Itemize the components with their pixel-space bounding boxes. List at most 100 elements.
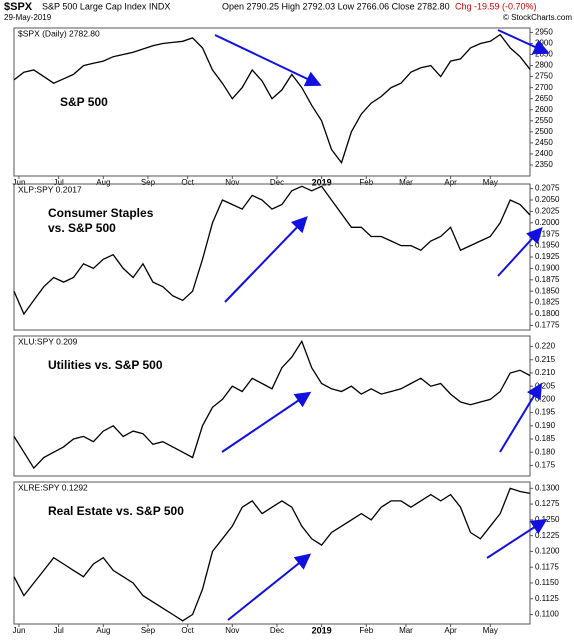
x-tick-label: Mar	[399, 178, 413, 187]
y-tick-label: 0.1125	[535, 594, 559, 603]
arrow	[224, 216, 308, 303]
arrow	[486, 518, 548, 559]
y-tick-label: 0.1825	[535, 298, 560, 307]
y-tick-label: 0.1300	[535, 483, 560, 492]
y-tick-label: 0.180	[535, 447, 556, 456]
x-tick-label: Oct	[181, 626, 194, 635]
x-tick-label: Aug	[96, 178, 110, 187]
y-tick-label: 0.210	[535, 368, 556, 377]
y-tick-label: 2700	[535, 83, 553, 92]
x-tick-label: Feb	[359, 178, 373, 187]
y-tick-label: 0.1275	[535, 499, 560, 508]
x-tick-label: May	[483, 626, 498, 635]
y-tick-label: 2500	[535, 127, 553, 136]
date: 29-May-2019	[4, 13, 52, 22]
ohlc: Open 2790.25 High 2792.03 Low 2766.06 Cl…	[222, 1, 450, 11]
x-tick-label: Apr	[444, 178, 457, 187]
y-tick-label: 0.2050	[535, 195, 560, 204]
change: Chg -19.59 (-0.70%)	[455, 1, 537, 11]
x-tick-label: Mar	[399, 626, 413, 635]
arrows	[214, 29, 550, 621]
symbol: $SPX	[4, 1, 33, 13]
x-tick-label: Jul	[54, 178, 64, 187]
x-tick-label: Dec	[270, 626, 284, 635]
y-tick-label: 0.175	[535, 461, 556, 470]
x-tick-label: Aug	[96, 626, 110, 635]
arrow	[214, 34, 322, 87]
y-tick-label: 0.205	[535, 381, 556, 390]
y-tick-label: 2600	[535, 105, 553, 114]
y-tick-label: 0.1200	[535, 547, 560, 556]
panel-legend: XLP:SPY 0.2017	[18, 184, 82, 194]
y-tick-label: 0.2075	[535, 184, 560, 193]
panel-legend: XLU:SPY 0.209	[18, 336, 78, 346]
y-tick-label: 0.1225	[535, 531, 560, 540]
x-tick-label: Jul	[54, 626, 64, 635]
panel-annotation: Consumer Staples	[48, 206, 154, 220]
y-tick-label: 2900	[535, 39, 553, 48]
y-tick-label: 0.1775	[535, 321, 560, 330]
x-tick-label: Oct	[181, 178, 194, 187]
y-tick-label: 0.190	[535, 421, 556, 430]
y-tick-label: 0.1100	[535, 610, 559, 619]
x-tick-label: Apr	[444, 626, 457, 635]
x-tick-label: Dec	[270, 178, 284, 187]
y-tick-label: 0.1925	[535, 252, 560, 261]
y-tick-label: 0.200	[535, 395, 556, 404]
panel-annotation: Real Estate vs. S&P 500	[48, 504, 184, 518]
series-line	[13, 33, 531, 165]
y-tick-label: 0.1950	[535, 241, 560, 250]
panel-legend: XLRE:SPY 0.1292	[18, 482, 88, 492]
y-tick-label: 0.1975	[535, 229, 560, 238]
index-name: S&P 500 Large Cap Index INDX	[42, 1, 170, 11]
panel-frame	[13, 335, 531, 477]
arrow	[227, 553, 312, 621]
series-line	[13, 487, 531, 622]
y-tick-label: 2800	[535, 61, 553, 70]
x-tick-label: Nov	[225, 626, 239, 635]
panel-frame	[13, 27, 531, 177]
y-tick-label: 2750	[535, 72, 553, 81]
x-tick-label: 2019	[312, 177, 332, 187]
y-tick-label: 2450	[535, 138, 553, 147]
y-tick-label: 0.215	[535, 355, 556, 364]
x-tick-label: 2019	[312, 625, 332, 635]
source: © StockCharts.com	[503, 13, 572, 22]
y-tick-label: 0.1900	[535, 264, 560, 273]
y-tick-label: 0.195	[535, 408, 556, 417]
arrow	[221, 391, 312, 453]
series-line	[13, 185, 531, 316]
arrow	[497, 227, 543, 277]
x-tick-label: Jun	[13, 626, 26, 635]
y-tick-label: 2650	[535, 94, 553, 103]
y-tick-label: 0.2025	[535, 206, 560, 215]
panel-annotation: Utilities vs. S&P 500	[48, 358, 163, 372]
y-tick-label: 2950	[535, 28, 553, 37]
y-tick-label: 0.1875	[535, 275, 560, 284]
y-tick-label: 0.1250	[535, 515, 560, 524]
y-tick-label: 0.1150	[535, 578, 559, 587]
x-tick-label: Nov	[225, 178, 239, 187]
y-tick-label: 0.220	[535, 342, 556, 351]
panel-legend: $SPX (Daily) 2782.80	[18, 28, 100, 38]
y-tick-label: 0.2000	[535, 218, 560, 227]
y-tick-label: 2400	[535, 149, 553, 158]
y-tick-label: 2550	[535, 116, 553, 125]
x-tick-label: Feb	[359, 626, 373, 635]
y-tick-label: 0.185	[535, 434, 556, 443]
arrow	[497, 29, 550, 55]
y-tick-label: 0.1800	[535, 309, 560, 318]
x-tick-label: May	[483, 178, 498, 187]
y-tick-label: 0.1850	[535, 286, 560, 295]
panel-annotation: vs. S&P 500	[48, 221, 116, 235]
x-tick-label: Jun	[13, 178, 26, 187]
series-line	[13, 339, 531, 470]
x-tick-label: Sep	[141, 178, 156, 187]
panel-frame	[13, 481, 531, 625]
panel-annotation: S&P 500	[60, 95, 108, 109]
arrow	[499, 382, 543, 453]
y-tick-label: 2350	[535, 160, 553, 169]
x-tick-label: Sep	[141, 626, 156, 635]
y-tick-label: 0.1175	[535, 562, 559, 571]
